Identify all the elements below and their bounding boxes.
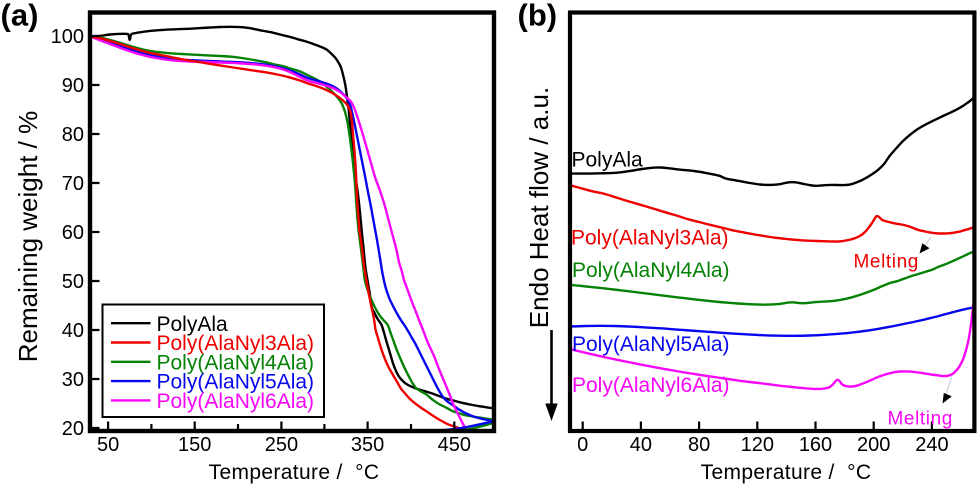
svg-text:Poly(AlaNyl3Ala): Poly(AlaNyl3Ala) [157,332,315,355]
svg-text:150: 150 [178,434,211,456]
svg-text:Poly(AlaNyl4Ala): Poly(AlaNyl4Ala) [572,259,730,282]
svg-text:Remaining weight / %: Remaining weight / % [13,111,43,362]
svg-text:Melting: Melting [854,252,919,273]
svg-text:70: 70 [62,173,84,195]
svg-text:Poly(AlaNyl5Ala): Poly(AlaNyl5Ala) [572,333,730,356]
svg-text:100: 100 [51,26,84,48]
svg-text:240: 240 [915,434,948,456]
svg-text:200: 200 [857,434,890,456]
svg-text:(b): (b) [518,0,558,33]
svg-text:50: 50 [62,271,84,293]
svg-text:Temperature / °C: Temperature / °C [209,461,380,484]
svg-text:Poly(AlaNyl5Ala): Poly(AlaNyl5Ala) [157,371,315,394]
svg-text:PolyAla: PolyAla [157,313,229,336]
svg-text:30: 30 [62,369,84,391]
svg-text:90: 90 [62,75,84,97]
svg-text:40: 40 [62,320,84,342]
svg-text:40: 40 [630,434,652,456]
svg-text:60: 60 [62,222,84,244]
svg-text:PolyAla: PolyAla [572,149,644,172]
svg-text:350: 350 [351,434,384,456]
svg-text:160: 160 [799,434,832,456]
svg-text:80: 80 [688,434,710,456]
svg-text:80: 80 [62,124,84,146]
svg-text:(a): (a) [1,0,39,33]
svg-text:50: 50 [97,434,119,456]
svg-text:Endo Heat flow / a.u.: Endo Heat flow / a.u. [524,87,554,328]
svg-text:Melting: Melting [888,409,953,430]
svg-text:Poly(AlaNyl4Ala): Poly(AlaNyl4Ala) [157,351,315,374]
svg-text:Temperature / °C: Temperature / °C [701,461,872,484]
svg-text:Poly(AlaNyl6Ala): Poly(AlaNyl6Ala) [157,390,315,413]
svg-text:0: 0 [577,434,588,456]
svg-text:120: 120 [741,434,774,456]
svg-text:250: 250 [265,434,298,456]
svg-text:20: 20 [62,418,84,440]
svg-text:450: 450 [438,434,471,456]
svg-text:Poly(AlaNyl6Ala): Poly(AlaNyl6Ala) [572,374,730,397]
svg-text:Poly(AlaNyl3Ala): Poly(AlaNyl3Ala) [571,227,729,250]
